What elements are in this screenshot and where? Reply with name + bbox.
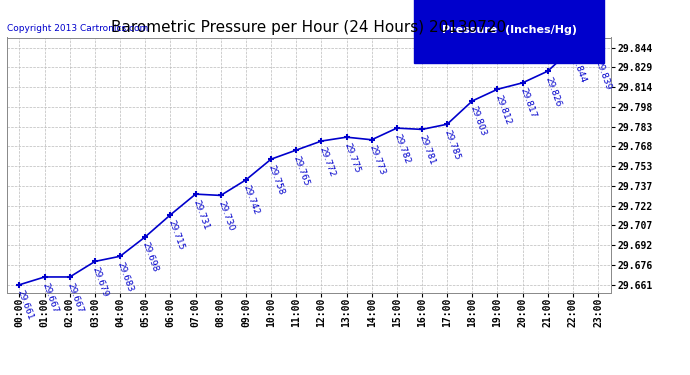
Text: 29.730: 29.730 [217, 200, 236, 232]
Text: 29.785: 29.785 [443, 128, 462, 161]
Text: 29.772: 29.772 [317, 145, 336, 178]
Text: 29.765: 29.765 [292, 154, 311, 187]
Text: 29.817: 29.817 [518, 87, 538, 120]
Title: Barometric Pressure per Hour (24 Hours) 20130720: Barometric Pressure per Hour (24 Hours) … [111, 20, 506, 35]
Text: 29.667: 29.667 [40, 281, 59, 314]
Text: 29.781: 29.781 [417, 134, 437, 166]
Text: 29.803: 29.803 [468, 105, 487, 138]
Text: 29.667: 29.667 [66, 281, 85, 314]
Text: 29.698: 29.698 [141, 241, 160, 274]
Text: 29.812: 29.812 [493, 93, 513, 126]
Text: 29.775: 29.775 [342, 141, 362, 174]
Text: 29.782: 29.782 [393, 132, 412, 165]
Text: 29.844: 29.844 [569, 52, 588, 84]
Text: Pressure  (Inches/Hg): Pressure (Inches/Hg) [442, 25, 577, 35]
Text: 29.742: 29.742 [241, 184, 261, 216]
Text: 29.661: 29.661 [15, 289, 34, 322]
Text: 29.773: 29.773 [367, 144, 386, 177]
Text: 29.731: 29.731 [191, 198, 210, 231]
Text: 29.758: 29.758 [267, 164, 286, 196]
Text: 29.826: 29.826 [544, 75, 562, 108]
Text: Copyright 2013 Cartronics.com: Copyright 2013 Cartronics.com [7, 24, 148, 33]
Text: 29.683: 29.683 [116, 260, 135, 293]
Text: 29.679: 29.679 [90, 266, 110, 298]
Text: 29.839: 29.839 [594, 58, 613, 91]
Text: 29.715: 29.715 [166, 219, 186, 252]
